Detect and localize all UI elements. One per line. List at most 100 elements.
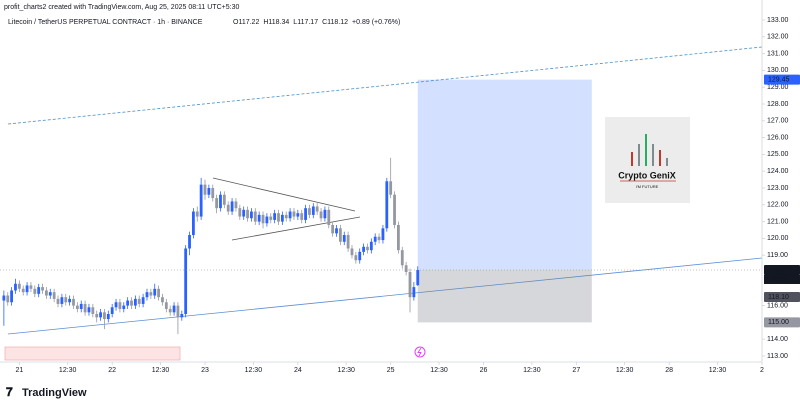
- y-tick-label: 131.00: [767, 50, 789, 57]
- candle-body: [168, 308, 172, 313]
- candle-body: [87, 307, 91, 313]
- x-tick-label: 27: [572, 367, 580, 374]
- candle-body: [114, 302, 118, 308]
- candle-body: [68, 298, 72, 303]
- candle-body: [192, 211, 195, 236]
- x-tick-label: 28: [665, 367, 673, 374]
- candle-body: [60, 297, 64, 304]
- price-tag-label: 115.00: [768, 319, 789, 326]
- candle-body: [188, 235, 191, 249]
- triangle-top: [212, 177, 356, 212]
- x-tick-label: 26: [480, 367, 488, 374]
- event-icon[interactable]: [414, 346, 426, 358]
- ohlc-value: H118.34: [263, 19, 289, 26]
- candle-body: [103, 312, 106, 320]
- candle-body: [238, 208, 242, 217]
- candle-body: [118, 302, 122, 309]
- channel-line: [7, 46, 763, 125]
- candle-body: [335, 228, 338, 234]
- y-tick-label: 119.00: [767, 252, 788, 259]
- candle-body: [400, 250, 404, 266]
- candle-body: [230, 201, 234, 212]
- x-tick-label: 23: [201, 367, 209, 374]
- y-tick-label: 121.00: [767, 218, 789, 225]
- y-tick-label: 132.00: [767, 34, 789, 41]
- candle-body: [122, 305, 126, 309]
- candle-body: [273, 213, 277, 220]
- price-tag-label: 118.12: [768, 267, 789, 274]
- candle-body: [234, 201, 238, 209]
- candle-body: [79, 303, 83, 309]
- candle-body: [184, 248, 188, 314]
- candle-body: [180, 314, 184, 318]
- candle-body: [323, 209, 327, 219]
- price-tag: [764, 291, 800, 302]
- candle-body: [284, 214, 288, 219]
- candle-body: [304, 208, 307, 220]
- candle-body: [6, 295, 10, 303]
- candle-body: [346, 235, 350, 249]
- candle-body: [145, 292, 149, 298]
- candle-body: [408, 272, 412, 298]
- x-tick-label: 12:30: [709, 367, 727, 374]
- candle-body: [14, 283, 17, 291]
- y-tick-label: 122.00: [767, 202, 789, 209]
- candle-body: [404, 265, 408, 272]
- candle-body: [397, 224, 400, 251]
- candle-body: [195, 211, 199, 217]
- candle-body: [153, 288, 157, 296]
- y-tick-label: 116.00: [767, 302, 788, 309]
- candle-body: [211, 188, 215, 199]
- candle-body: [199, 184, 203, 217]
- candle-body: [161, 297, 164, 303]
- candle-body: [327, 209, 331, 225]
- candle-body: [389, 181, 393, 195]
- candle-body: [126, 300, 130, 306]
- candle-body: [45, 290, 48, 296]
- x-tick-label: 12:30: [337, 367, 355, 374]
- candle-body: [99, 312, 102, 318]
- ohlc-value: O117.22: [233, 19, 259, 26]
- candle-body: [75, 305, 79, 309]
- candle-body: [311, 206, 315, 215]
- candle-body: [64, 297, 68, 303]
- ohlc-value: +0.89 (+0.76%): [352, 19, 400, 26]
- candle-body: [416, 269, 420, 286]
- logo-tagline: I'M FUTURE: [636, 184, 659, 189]
- candle-body: [342, 235, 346, 242]
- candle-body: [393, 194, 396, 225]
- candle-body: [2, 295, 6, 301]
- candle-body: [280, 214, 284, 222]
- price-tag: [764, 264, 800, 275]
- y-tick-label: 128.00: [767, 101, 789, 108]
- candle-body: [319, 211, 323, 219]
- candle-body: [29, 285, 33, 289]
- y-tick-label: 125.00: [767, 151, 789, 158]
- ohlc-value: L117.17: [293, 19, 318, 26]
- candle-body: [362, 246, 365, 252]
- x-tick-label: 12:30: [152, 367, 170, 374]
- x-tick-label: 25: [387, 367, 395, 374]
- countdown: 18:08: [770, 276, 788, 283]
- candle-body: [369, 241, 373, 251]
- candle-body: [25, 285, 29, 293]
- candle-body: [164, 302, 168, 309]
- candle-body: [350, 248, 354, 256]
- y-tick-label: 130.00: [767, 67, 789, 74]
- countdown-box: [764, 274, 800, 284]
- candle-body: [381, 228, 385, 241]
- logo-name: Crypto GeniX: [618, 170, 676, 180]
- candle-body: [149, 292, 153, 296]
- logo-bars: [631, 134, 668, 166]
- triangle-bottom: [231, 216, 361, 241]
- candle-body: [130, 300, 133, 306]
- candle-body: [207, 188, 211, 195]
- candle-body: [358, 251, 362, 261]
- x-tick-label: 2: [760, 367, 764, 374]
- candle-body: [385, 181, 389, 229]
- candle-body: [219, 194, 222, 209]
- candle-body: [157, 288, 160, 298]
- candle-body: [222, 194, 226, 205]
- y-tick-label: 126.00: [767, 134, 789, 141]
